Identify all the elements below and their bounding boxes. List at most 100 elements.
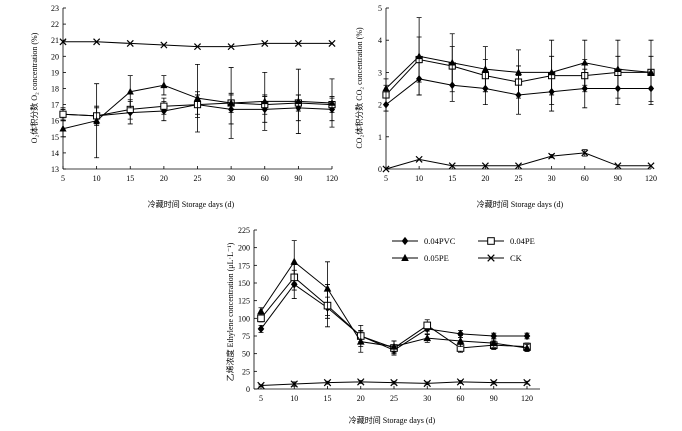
co2-x-tick-label: 25 (515, 174, 523, 183)
o2-data-point-pe05 (126, 87, 134, 95)
ethylene-data-point-pe05 (523, 343, 531, 351)
o2-data-point-ck (261, 39, 269, 47)
ethylene-x-tick-label: 60 (457, 394, 465, 403)
co2-x-tick-label: 5 (384, 174, 388, 183)
co2-data-point-ck (382, 165, 390, 173)
legend-marker-pe05 (401, 253, 409, 261)
ethylene-data-point-pe05 (257, 307, 265, 315)
o2-data-point-ck (126, 39, 134, 47)
legend-label-pe04: 0.04PE (510, 236, 535, 246)
co2-data-point-pe05 (514, 68, 523, 76)
ethylene-series-pe05 (257, 240, 531, 353)
o2-data-point-pe05 (227, 99, 235, 106)
ethylene-chart: 冷藏时间 Storage days (d) 乙烯浓度 Ethylene conc… (225, 226, 540, 425)
co2-data-point-ck (514, 162, 523, 170)
ethylene-series-ck (257, 378, 531, 390)
o2-y-tick-label: 15 (51, 133, 59, 142)
ethylene-x-axis-title: 冷藏时间 Storage days (d) (349, 415, 436, 425)
o2-data-point-pe05 (160, 81, 168, 89)
o2-chart: 冷藏时间 Storage days (d) O₂体积分数 O₂ concentr… (29, 4, 338, 209)
ethylene-data-point-pvc (257, 324, 265, 334)
ethylene-legend: 0.04PVC 0.04PE 0.05PE CK (392, 236, 535, 263)
co2-data-point-pe05 (647, 68, 655, 76)
co2-x-tick-label: 20 (481, 174, 489, 183)
ethylene-data-point-pe05 (489, 338, 498, 347)
ethylene-data-point-pe05 (356, 337, 365, 345)
ethylene-data-point-ck (357, 378, 365, 386)
o2-y-tick-label: 14 (51, 149, 59, 158)
o2-series-pe05 (59, 63, 336, 159)
ethylene-data-point-pvc (490, 331, 498, 341)
ethylene-data-point-ck (390, 378, 398, 387)
ethylene-x-tick-label: 15 (324, 394, 332, 403)
o2-data-point-pe05 (328, 99, 336, 106)
co2-data-point-ck (647, 162, 655, 170)
legend-marker-pvc (401, 236, 409, 246)
ethylene-x-tick-label: 30 (423, 394, 431, 403)
co2-y-tick-label: 0 (378, 165, 382, 174)
o2-data-point-ck (59, 38, 67, 46)
o2-x-tick-label: 15 (126, 174, 134, 183)
legend-label-ck: CK (510, 253, 523, 263)
ethylene-x-tick-label: 20 (357, 394, 365, 403)
o2-x-axis-title: 冷藏时间 Storage days (d) (148, 199, 235, 209)
ethylene-y-tick-label: 125 (238, 297, 250, 306)
ethylene-y-tick-label: 75 (242, 332, 250, 341)
o2-y-tick-label: 17 (51, 101, 59, 110)
ethylene-data-point-pe05 (423, 333, 432, 342)
co2-data-point-pe05 (614, 65, 622, 72)
o2-y-tick-label: 20 (51, 52, 59, 61)
ethylene-data-point-pvc (457, 329, 464, 339)
o2-data-point-ck (160, 41, 168, 49)
o2-data-point-ck (227, 43, 235, 51)
co2-x-tick-label: 120 (645, 174, 657, 183)
o2-x-tick-label: 30 (227, 174, 235, 183)
o2-y-tick-label: 19 (51, 68, 59, 77)
o2-data-point-ck (294, 39, 302, 47)
co2-series-ck (382, 149, 655, 173)
o2-data-point-pe04 (59, 110, 67, 118)
co2-series-pe05 (382, 17, 655, 105)
o2-y-tick-label: 18 (51, 85, 59, 94)
o2-y-tick-label: 13 (51, 165, 59, 174)
co2-x-tick-label: 30 (548, 174, 556, 183)
legend-item-ck: CK (478, 253, 523, 263)
ethylene-y-tick-label: 50 (242, 350, 250, 359)
ethylene-data-point-ck (423, 379, 431, 388)
co2-y-tick-label: 5 (378, 4, 382, 13)
ethylene-data-point-ck (523, 378, 531, 387)
co2-data-point-ck (481, 162, 489, 170)
co2-x-tick-label: 10 (415, 174, 423, 183)
o2-x-tick-label: 25 (194, 174, 202, 183)
ethylene-y-tick-label: 0 (246, 385, 250, 394)
ethylene-series-line-pvc (260, 283, 527, 351)
o2-y-tick-label: 21 (51, 36, 59, 45)
ethylene-data-point-pe05 (323, 284, 332, 292)
o2-data-point-ck (93, 38, 101, 46)
ethylene-y-axis-title: 乙烯浓度 Ethylene concentration (μL·L⁻¹) (225, 242, 235, 381)
ethylene-x-tick-label: 90 (490, 394, 498, 403)
ethylene-data-point-pe05 (290, 257, 299, 265)
co2-y-tick-label: 4 (378, 36, 382, 45)
o2-x-tick-label: 60 (261, 174, 269, 183)
ethylene-data-point-pe04 (257, 314, 265, 323)
co2-x-tick-label: 90 (614, 174, 622, 183)
legend-item-pe05: 0.05PE (392, 253, 449, 263)
ethylene-y-tick-label: 150 (238, 279, 250, 288)
o2-y-tick-label: 16 (51, 117, 59, 126)
co2-x-tick-label: 15 (448, 174, 456, 183)
o2-y-tick-label: 22 (51, 20, 59, 29)
co2-y-tick-label: 1 (378, 133, 382, 142)
ethylene-x-tick-label: 10 (290, 394, 298, 403)
legend-item-pvc: 0.04PVC (392, 236, 456, 246)
legend-item-pe04: 0.04PE (478, 236, 535, 246)
ethylene-x-tick-label: 5 (259, 394, 263, 403)
ethylene-y-tick-label: 100 (238, 314, 250, 323)
co2-chart: 冷藏时间 Storage days (d) CO₂体积分数 CO₂ concen… (354, 4, 657, 209)
legend-label-pe05: 0.05PE (424, 253, 449, 263)
co2-x-axis-title: 冷藏时间 Storage days (d) (477, 199, 564, 209)
ethylene-y-tick-label: 25 (242, 367, 250, 376)
legend-marker-ck (487, 254, 495, 262)
co2-data-point-pe05 (548, 68, 556, 76)
ethylene-data-point-pvc (523, 331, 531, 341)
